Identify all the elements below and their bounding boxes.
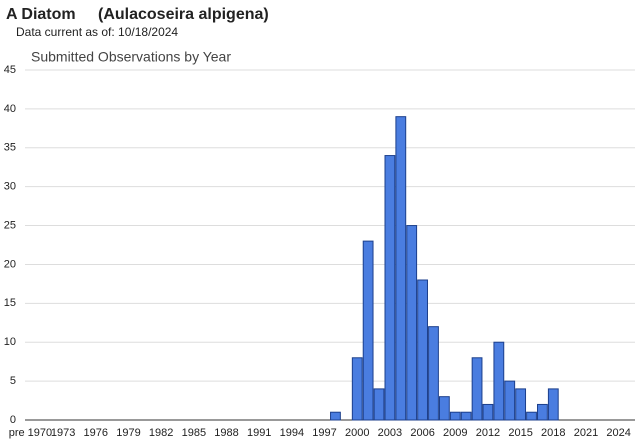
bar — [482, 403, 494, 421]
bar — [395, 116, 407, 421]
bar — [515, 388, 527, 421]
y-tick-label: 5 — [10, 375, 16, 387]
bar — [428, 326, 439, 421]
bar — [493, 341, 505, 421]
bar — [438, 396, 450, 421]
bar — [406, 225, 418, 421]
bar — [362, 240, 374, 421]
bar — [351, 357, 363, 421]
x-tick-label: 1988 — [214, 427, 238, 439]
x-tick-label: 2015 — [508, 427, 532, 439]
x-tick-label: 2012 — [476, 427, 500, 439]
bar — [373, 388, 385, 421]
bar — [460, 411, 472, 421]
y-tick-label: 45 — [4, 64, 16, 76]
bar — [384, 155, 396, 421]
x-tick-label: 2018 — [541, 427, 565, 439]
x-tick-label: 1976 — [84, 427, 108, 439]
scientific-name: (Aulacoseira alpigena) — [98, 6, 269, 23]
subtitle: Data current as of: 10/18/2024 — [16, 25, 178, 39]
y-tick-label: 35 — [4, 142, 16, 154]
x-tick-label: 1994 — [280, 427, 304, 439]
x-tick-label: 1979 — [116, 427, 140, 439]
chart-title: Submitted Observations by Year — [31, 49, 231, 65]
y-tick-label: 40 — [4, 103, 16, 115]
y-tick-label: 25 — [4, 219, 16, 231]
x-tick-label: 2021 — [574, 427, 598, 439]
y-tick-label: 20 — [4, 258, 16, 270]
y-tick-label: 15 — [4, 297, 16, 309]
bar — [537, 403, 548, 421]
x-tick-label: 2009 — [443, 427, 467, 439]
bar — [526, 411, 537, 421]
x-tick-label: 2006 — [410, 427, 434, 439]
bar — [504, 380, 516, 421]
x-tick-label: 1997 — [312, 427, 336, 439]
species-name: A Diatom — [6, 6, 76, 23]
x-tick-label: 2000 — [345, 427, 369, 439]
x-tick-label: 1982 — [149, 427, 173, 439]
y-tick-label: 30 — [4, 181, 16, 193]
bar — [449, 411, 461, 421]
bar — [330, 411, 341, 421]
bar — [547, 388, 559, 421]
y-tick-label: 0 — [10, 414, 16, 426]
x-tick-label: 2024 — [606, 427, 630, 439]
x-tick-label: 1985 — [182, 427, 206, 439]
bar — [417, 279, 428, 421]
bar — [471, 357, 483, 421]
x-tick-label: 1973 — [51, 427, 75, 439]
x-tick-label: pre 1970 — [9, 427, 52, 439]
x-tick-label: 2003 — [378, 427, 402, 439]
y-tick-label: 10 — [4, 336, 16, 348]
x-tick-label: 1991 — [247, 427, 271, 439]
